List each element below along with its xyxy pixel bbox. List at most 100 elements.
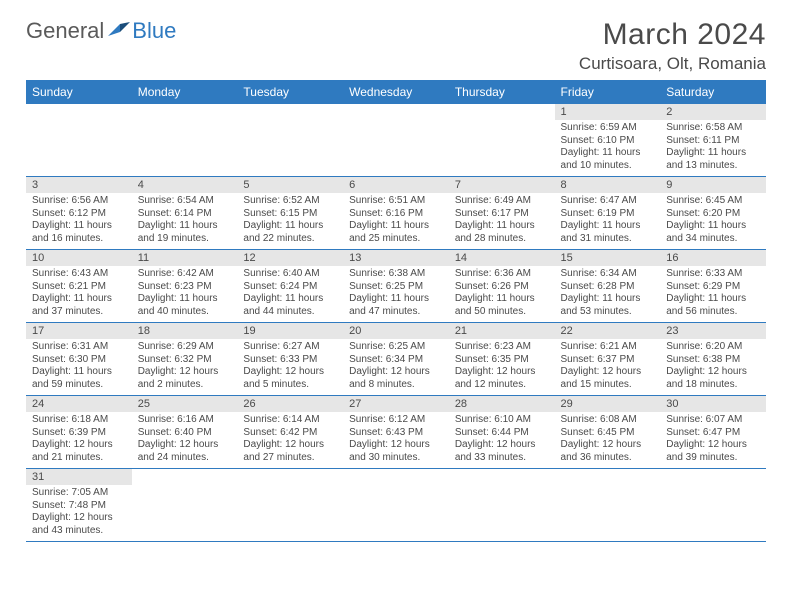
- cell-body: Sunrise: 6:18 AMSunset: 6:39 PMDaylight:…: [26, 412, 132, 468]
- sunset-text: Sunset: 6:38 PM: [666, 354, 760, 367]
- sunrise-text: Sunrise: 6:10 AM: [455, 414, 549, 427]
- calendar-cell: [343, 469, 449, 542]
- cell-body: Sunrise: 6:14 AMSunset: 6:42 PMDaylight:…: [237, 412, 343, 468]
- sunset-text: Sunset: 6:34 PM: [349, 354, 443, 367]
- sunrise-text: Sunrise: 6:47 AM: [561, 195, 655, 208]
- day-number-empty: [660, 469, 766, 484]
- sunrise-text: Sunrise: 6:36 AM: [455, 268, 549, 281]
- calendar-cell: 2Sunrise: 6:58 AMSunset: 6:11 PMDaylight…: [660, 104, 766, 177]
- daylight-text: Daylight: 12 hours and 39 minutes.: [666, 439, 760, 464]
- calendar-cell: 16Sunrise: 6:33 AMSunset: 6:29 PMDayligh…: [660, 250, 766, 323]
- daylight-text: Daylight: 11 hours and 44 minutes.: [243, 293, 337, 318]
- sunrise-text: Sunrise: 6:43 AM: [32, 268, 126, 281]
- sunset-text: Sunset: 6:26 PM: [455, 281, 549, 294]
- calendar-cell: 14Sunrise: 6:36 AMSunset: 6:26 PMDayligh…: [449, 250, 555, 323]
- calendar-cell: 13Sunrise: 6:38 AMSunset: 6:25 PMDayligh…: [343, 250, 449, 323]
- sunrise-text: Sunrise: 6:58 AM: [666, 122, 760, 135]
- sunrise-text: Sunrise: 6:08 AM: [561, 414, 655, 427]
- sunrise-text: Sunrise: 6:49 AM: [455, 195, 549, 208]
- cell-body: Sunrise: 6:20 AMSunset: 6:38 PMDaylight:…: [660, 339, 766, 395]
- sunset-text: Sunset: 6:23 PM: [138, 281, 232, 294]
- sunrise-text: Sunrise: 6:42 AM: [138, 268, 232, 281]
- sunrise-text: Sunrise: 6:07 AM: [666, 414, 760, 427]
- weekday-header: Wednesday: [343, 80, 449, 104]
- cell-body: Sunrise: 6:12 AMSunset: 6:43 PMDaylight:…: [343, 412, 449, 468]
- calendar-cell: 26Sunrise: 6:14 AMSunset: 6:42 PMDayligh…: [237, 396, 343, 469]
- day-number: 1: [555, 104, 661, 120]
- calendar-cell: [26, 104, 132, 177]
- calendar-cell: 29Sunrise: 6:08 AMSunset: 6:45 PMDayligh…: [555, 396, 661, 469]
- calendar-cell: [449, 469, 555, 542]
- calendar-row: 31Sunrise: 7:05 AMSunset: 7:48 PMDayligh…: [26, 469, 766, 542]
- day-number: 28: [449, 396, 555, 412]
- sunrise-text: Sunrise: 6:16 AM: [138, 414, 232, 427]
- calendar-cell: 9Sunrise: 6:45 AMSunset: 6:20 PMDaylight…: [660, 177, 766, 250]
- sunset-text: Sunset: 6:28 PM: [561, 281, 655, 294]
- cell-body: Sunrise: 6:45 AMSunset: 6:20 PMDaylight:…: [660, 193, 766, 249]
- cell-body: Sunrise: 6:07 AMSunset: 6:47 PMDaylight:…: [660, 412, 766, 468]
- calendar-cell: [132, 469, 238, 542]
- cell-body: Sunrise: 6:51 AMSunset: 6:16 PMDaylight:…: [343, 193, 449, 249]
- sunset-text: Sunset: 6:32 PM: [138, 354, 232, 367]
- sunrise-text: Sunrise: 6:38 AM: [349, 268, 443, 281]
- day-number: 31: [26, 469, 132, 485]
- day-number: 6: [343, 177, 449, 193]
- calendar-table: Sunday Monday Tuesday Wednesday Thursday…: [26, 80, 766, 542]
- calendar-cell: 10Sunrise: 6:43 AMSunset: 6:21 PMDayligh…: [26, 250, 132, 323]
- day-number-empty: [555, 469, 661, 484]
- day-number: 2: [660, 104, 766, 120]
- day-number: 4: [132, 177, 238, 193]
- location: Curtisoara, Olt, Romania: [579, 54, 766, 74]
- calendar-cell: 11Sunrise: 6:42 AMSunset: 6:23 PMDayligh…: [132, 250, 238, 323]
- day-number-empty: [237, 104, 343, 119]
- sunset-text: Sunset: 6:12 PM: [32, 208, 126, 221]
- sunset-text: Sunset: 6:24 PM: [243, 281, 337, 294]
- logo-text-blue: Blue: [132, 18, 176, 44]
- daylight-text: Daylight: 11 hours and 37 minutes.: [32, 293, 126, 318]
- cell-body: Sunrise: 6:49 AMSunset: 6:17 PMDaylight:…: [449, 193, 555, 249]
- sunset-text: Sunset: 6:20 PM: [666, 208, 760, 221]
- sunset-text: Sunset: 6:21 PM: [32, 281, 126, 294]
- sunrise-text: Sunrise: 6:25 AM: [349, 341, 443, 354]
- daylight-text: Daylight: 11 hours and 13 minutes.: [666, 147, 760, 172]
- sunset-text: Sunset: 6:45 PM: [561, 427, 655, 440]
- calendar-cell: 27Sunrise: 6:12 AMSunset: 6:43 PMDayligh…: [343, 396, 449, 469]
- sunrise-text: Sunrise: 6:18 AM: [32, 414, 126, 427]
- cell-body: Sunrise: 6:58 AMSunset: 6:11 PMDaylight:…: [660, 120, 766, 176]
- cell-body: Sunrise: 6:27 AMSunset: 6:33 PMDaylight:…: [237, 339, 343, 395]
- sunset-text: Sunset: 6:43 PM: [349, 427, 443, 440]
- calendar-row: 3Sunrise: 6:56 AMSunset: 6:12 PMDaylight…: [26, 177, 766, 250]
- day-number: 9: [660, 177, 766, 193]
- calendar-cell: 1Sunrise: 6:59 AMSunset: 6:10 PMDaylight…: [555, 104, 661, 177]
- daylight-text: Daylight: 11 hours and 34 minutes.: [666, 220, 760, 245]
- day-number: 5: [237, 177, 343, 193]
- cell-body: Sunrise: 6:43 AMSunset: 6:21 PMDaylight:…: [26, 266, 132, 322]
- day-number-empty: [343, 469, 449, 484]
- sunset-text: Sunset: 6:39 PM: [32, 427, 126, 440]
- sunset-text: Sunset: 6:19 PM: [561, 208, 655, 221]
- calendar-row: 24Sunrise: 6:18 AMSunset: 6:39 PMDayligh…: [26, 396, 766, 469]
- daylight-text: Daylight: 11 hours and 56 minutes.: [666, 293, 760, 318]
- calendar-cell: [660, 469, 766, 542]
- sunset-text: Sunset: 6:44 PM: [455, 427, 549, 440]
- day-number: 26: [237, 396, 343, 412]
- daylight-text: Daylight: 12 hours and 8 minutes.: [349, 366, 443, 391]
- daylight-text: Daylight: 11 hours and 40 minutes.: [138, 293, 232, 318]
- sunset-text: Sunset: 6:30 PM: [32, 354, 126, 367]
- calendar-cell: 12Sunrise: 6:40 AMSunset: 6:24 PMDayligh…: [237, 250, 343, 323]
- sunrise-text: Sunrise: 6:59 AM: [561, 122, 655, 135]
- sunrise-text: Sunrise: 6:23 AM: [455, 341, 549, 354]
- sunrise-text: Sunrise: 6:51 AM: [349, 195, 443, 208]
- day-number: 24: [26, 396, 132, 412]
- day-number: 17: [26, 323, 132, 339]
- day-number: 21: [449, 323, 555, 339]
- daylight-text: Daylight: 11 hours and 50 minutes.: [455, 293, 549, 318]
- daylight-text: Daylight: 12 hours and 24 minutes.: [138, 439, 232, 464]
- sunrise-text: Sunrise: 6:56 AM: [32, 195, 126, 208]
- daylight-text: Daylight: 11 hours and 10 minutes.: [561, 147, 655, 172]
- calendar-cell: 4Sunrise: 6:54 AMSunset: 6:14 PMDaylight…: [132, 177, 238, 250]
- sunrise-text: Sunrise: 6:54 AM: [138, 195, 232, 208]
- sunrise-text: Sunrise: 6:29 AM: [138, 341, 232, 354]
- calendar-cell: 22Sunrise: 6:21 AMSunset: 6:37 PMDayligh…: [555, 323, 661, 396]
- calendar-cell: 23Sunrise: 6:20 AMSunset: 6:38 PMDayligh…: [660, 323, 766, 396]
